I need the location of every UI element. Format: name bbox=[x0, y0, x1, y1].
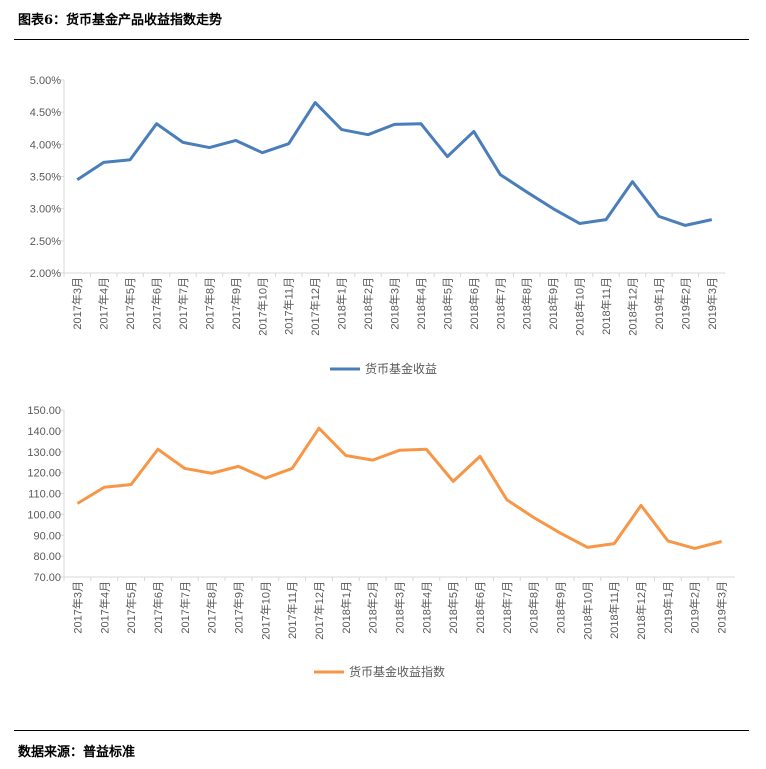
x-tick-label: 2017年6月 bbox=[150, 277, 164, 330]
x-tick-label: 2017年11月 bbox=[285, 581, 299, 639]
y-tick-label: 70.00 bbox=[33, 572, 61, 584]
source-note: 数据来源：普益标准 bbox=[18, 745, 136, 760]
y-tick-label: 4.00% bbox=[30, 139, 61, 151]
x-tick-label: 2018年9月 bbox=[554, 581, 568, 634]
y-tick-label: 80.00 bbox=[33, 551, 61, 563]
x-tick-label: 2018年11月 bbox=[607, 581, 621, 639]
series-line bbox=[76, 426, 722, 550]
x-tick-label: 2018年12月 bbox=[625, 277, 639, 336]
x-tick-label: 2017年10月 bbox=[255, 277, 269, 336]
x-tick-label: 2019年2月 bbox=[678, 277, 692, 330]
figure-title: 图表6：货币基金产品收益指数走势 bbox=[18, 13, 223, 28]
legend-label: 货币基金收益 bbox=[365, 361, 437, 376]
y-tick-label: 4.50% bbox=[30, 107, 61, 119]
x-tick-label: 2018年7月 bbox=[493, 277, 507, 330]
x-tick-label: 2018年4月 bbox=[414, 277, 428, 330]
x-tick-label: 2017年12月 bbox=[312, 581, 326, 640]
y-tick-label: 110.00 bbox=[28, 489, 61, 501]
x-tick-label: 2017年5月 bbox=[123, 277, 137, 330]
x-tick-label: 2017年7月 bbox=[178, 581, 192, 634]
x-tick-label: 2019年1月 bbox=[652, 277, 666, 330]
x-tick-label: 2018年2月 bbox=[366, 581, 380, 634]
y-tick-label: 2.50% bbox=[30, 236, 61, 248]
x-tick-label: 2018年9月 bbox=[546, 277, 560, 330]
x-tick-label: 2018年2月 bbox=[361, 277, 375, 330]
series-line bbox=[76, 101, 713, 227]
x-tick-label: 2019年3月 bbox=[705, 277, 719, 330]
x-tick-label: 2017年9月 bbox=[231, 581, 245, 634]
x-tick-label: 2017年6月 bbox=[151, 581, 165, 634]
x-tick-label: 2017年10月 bbox=[258, 581, 272, 640]
x-tick-label: 2018年5月 bbox=[440, 277, 454, 330]
x-tick-label: 2018年4月 bbox=[419, 581, 433, 634]
y-tick-label: 120.00 bbox=[27, 468, 61, 480]
x-tick-label: 2017年5月 bbox=[124, 581, 138, 634]
x-tick-label: 2017年12月 bbox=[308, 277, 322, 336]
y-tick-label: 3.00% bbox=[30, 204, 61, 216]
x-tick-label: 2017年3月 bbox=[70, 277, 84, 330]
y-tick-label: 100.00 bbox=[27, 509, 61, 521]
x-tick-label: 2018年1月 bbox=[335, 277, 349, 330]
title-divider bbox=[14, 39, 749, 40]
y-tick-label: 150.00 bbox=[27, 405, 61, 417]
x-tick-label: 2018年3月 bbox=[393, 581, 407, 634]
y-tick-label: 130.00 bbox=[27, 447, 61, 459]
x-tick-label: 2017年4月 bbox=[97, 277, 111, 330]
x-tick-label: 2018年10月 bbox=[580, 581, 594, 640]
x-tick-label: 2017年3月 bbox=[70, 581, 84, 634]
x-tick-label: 2018年8月 bbox=[520, 277, 534, 330]
x-tick-label: 2018年12月 bbox=[634, 581, 648, 640]
x-tick-label: 2017年8月 bbox=[205, 581, 219, 634]
y-tick-label: 2.00% bbox=[30, 268, 61, 280]
x-tick-label: 2018年10月 bbox=[573, 277, 587, 336]
y-tick-label: 3.50% bbox=[30, 172, 61, 184]
x-tick-label: 2018年11月 bbox=[599, 277, 613, 335]
chart-1: 2.00% 2.50% 3.00% 3.50% 4.00% 4.50% 5.00% 2017年… bbox=[30, 75, 725, 376]
x-tick-label: 2017年8月 bbox=[202, 277, 216, 330]
x-tick-label: 2018年5月 bbox=[446, 581, 460, 634]
x-tick-label: 2017年11月 bbox=[282, 277, 296, 335]
legend-label: 货币基金收益指数 bbox=[349, 664, 445, 679]
y-tick-label: 90.00 bbox=[33, 530, 61, 542]
x-tick-label: 2018年6月 bbox=[473, 581, 487, 634]
x-tick-label: 2018年1月 bbox=[339, 581, 353, 634]
x-tick-label: 2018年3月 bbox=[388, 277, 402, 330]
x-tick-label: 2019年1月 bbox=[661, 581, 675, 634]
x-tick-label: 2018年6月 bbox=[467, 277, 481, 330]
chart-2: 70.00 80.00 90.00 100.00 110.00 120.00 130.00 1… bbox=[27, 405, 735, 679]
x-tick-label: 2018年7月 bbox=[500, 581, 514, 634]
x-tick-label: 2017年4月 bbox=[97, 581, 111, 634]
footer-divider bbox=[14, 730, 749, 731]
x-tick-label: 2018年8月 bbox=[527, 581, 541, 634]
x-tick-label: 2019年3月 bbox=[715, 581, 729, 634]
x-tick-label: 2017年9月 bbox=[229, 277, 243, 330]
y-tick-label: 140.00 bbox=[27, 426, 61, 438]
x-tick-label: 2017年7月 bbox=[176, 277, 190, 330]
x-tick-label: 2019年2月 bbox=[688, 581, 702, 634]
y-tick-label: 5.00% bbox=[30, 75, 61, 87]
